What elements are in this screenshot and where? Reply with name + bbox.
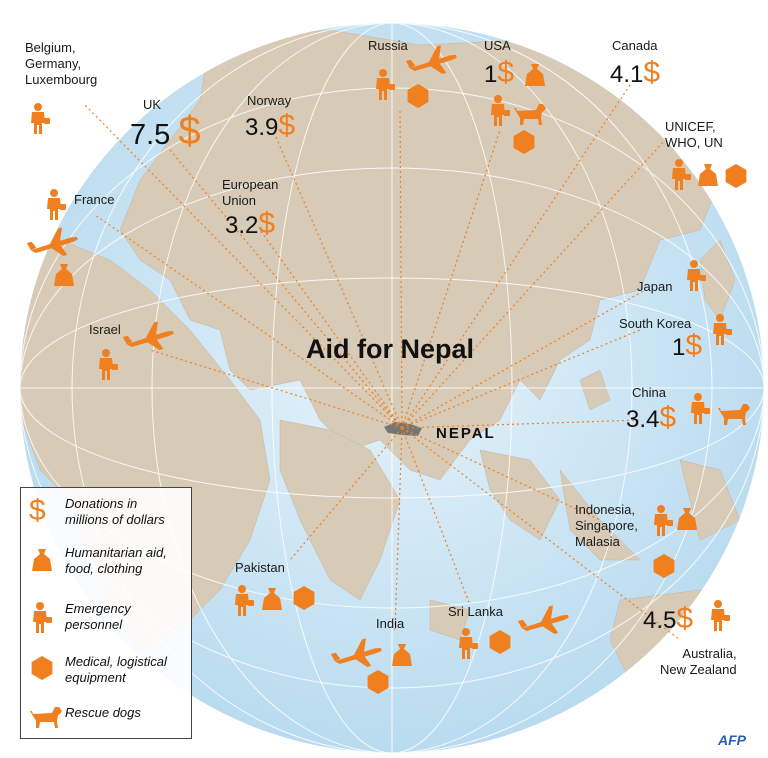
legend-text: Medical, logistical equipment xyxy=(65,654,167,685)
route-line-canada xyxy=(401,84,631,429)
personnel-icon xyxy=(47,189,66,220)
donor-name-pakistan: Pakistan xyxy=(235,560,285,575)
personnel-icon xyxy=(31,103,50,134)
donation-uk: 7.5 $ xyxy=(130,109,201,153)
donation-eu: 3.2$ xyxy=(225,207,276,240)
dollar-icon: $ xyxy=(497,56,515,89)
donation-australia: 4.5$ xyxy=(643,602,694,635)
dollar-icon: $ xyxy=(29,494,46,527)
donor-name-japan: Japan xyxy=(637,279,673,294)
map-title: Aid for Nepal xyxy=(306,334,475,364)
donor-name-uk: UK xyxy=(143,97,162,112)
donor-name-norway: Norway xyxy=(247,93,292,108)
route-line-usa xyxy=(401,129,501,429)
route-line-belgium xyxy=(84,104,403,429)
donor-name-russia: Russia xyxy=(368,38,408,53)
rescue-dog-icon xyxy=(30,707,62,728)
route-line-india xyxy=(394,427,403,631)
route-line-france xyxy=(94,214,403,429)
donation-canada: 4.1$ xyxy=(610,56,661,89)
route-line-indonesia xyxy=(401,427,601,521)
donor-name-indonesia: Indonesia, Singapore, Malasia xyxy=(575,502,638,549)
dollar-icon: $ xyxy=(258,207,276,240)
legend-text: Emergency personnel xyxy=(65,601,131,632)
legend-text: Humanitarian aid, food, clothing xyxy=(65,545,167,576)
personnel-icon xyxy=(711,600,730,631)
donation-china: 3.4$ xyxy=(626,401,677,434)
humanitarian-bag-icon xyxy=(698,164,718,186)
dollar-icon: $ xyxy=(278,109,296,142)
dollar-icon: $ xyxy=(643,56,661,89)
dollar-icon: $ xyxy=(685,329,703,362)
route-line-russia xyxy=(399,109,403,429)
aid-routes xyxy=(84,84,681,641)
legend-text: Donations in millions of dollars xyxy=(65,496,165,527)
donor-name-australia: Australia, New Zealand xyxy=(660,646,737,677)
route-line-israel xyxy=(149,349,403,429)
humanitarian-bag-icon xyxy=(32,549,52,571)
dollar-icon: $ xyxy=(178,109,201,153)
route-line-eu xyxy=(259,229,403,429)
equipment-hexagon-icon xyxy=(31,656,53,680)
donation-norway: 3.9$ xyxy=(245,109,296,142)
route-line-norway xyxy=(274,134,403,429)
donor-name-sri-lanka: Sri Lanka xyxy=(448,604,503,619)
route-line-un xyxy=(401,139,666,429)
route-line-australia xyxy=(401,427,681,641)
donor-name-belgium: Belgium, Germany, Luxembourg xyxy=(25,40,98,87)
dollar-icon: $ xyxy=(676,602,694,635)
equipment-hexagon-icon xyxy=(725,164,747,188)
personnel-icon xyxy=(33,602,52,633)
afp-logo: AFP xyxy=(718,732,746,748)
donor-name-canada: Canada xyxy=(612,38,658,53)
donor-name-usa: USA xyxy=(484,38,511,53)
route-line-japan xyxy=(401,289,646,429)
donor-name-eu: European Union xyxy=(222,177,279,208)
legend-text: Rescue dogs xyxy=(65,705,141,720)
donor-name-india: India xyxy=(376,616,405,631)
donor-name-china: China xyxy=(632,385,666,400)
donation-south-korea: 1$ xyxy=(672,329,703,362)
donor-name-south-korea: South Korea xyxy=(619,316,692,331)
legend: $ Donations in millions of dollars Human… xyxy=(20,487,192,739)
nepal-label: NEPAL xyxy=(436,425,496,442)
donor-name-un: UNICEF, WHO, UN xyxy=(665,119,723,150)
donor-name-france: France xyxy=(74,192,115,207)
route-line-sri-lanka xyxy=(401,427,471,606)
route-line-pakistan xyxy=(289,427,403,561)
donation-usa: 1$ xyxy=(484,56,515,89)
route-line-uk xyxy=(169,149,403,429)
donor-name-israel: Israel xyxy=(89,322,121,337)
dollar-icon: $ xyxy=(659,401,677,434)
